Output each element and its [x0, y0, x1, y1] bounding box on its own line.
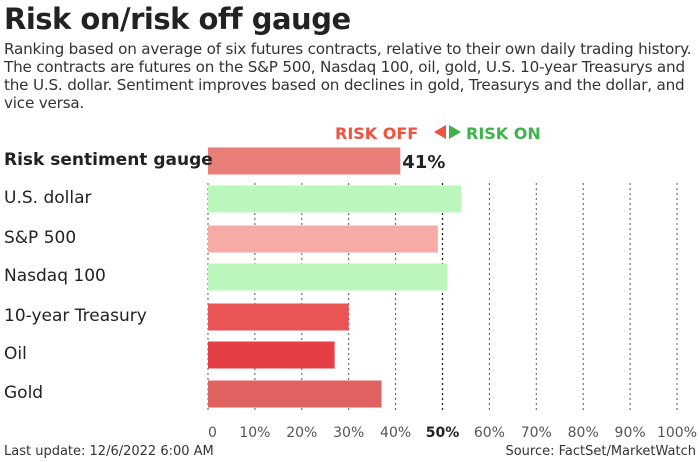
chart-subtitle: Ranking based on average of six futures … — [4, 40, 692, 112]
bar — [208, 303, 349, 331]
last-update: Last update: 12/6/2022 6:00 AM — [4, 444, 214, 459]
bar — [208, 185, 462, 213]
category-label: Risk sentiment gauge — [4, 150, 213, 170]
category-label: Gold — [4, 383, 44, 403]
x-tick-label: 70% — [521, 425, 552, 441]
x-tick-label: 50% — [426, 425, 460, 441]
legend-risk-off: RISK OFF — [335, 124, 419, 143]
x-tick-label: 80% — [568, 425, 599, 441]
legend-risk-on: RISK ON — [466, 124, 541, 143]
category-label: Oil — [4, 344, 27, 364]
bar — [208, 380, 382, 408]
category-label: Nasdaq 100 — [4, 266, 106, 286]
x-tick-label: 40% — [380, 425, 411, 441]
category-label: U.S. dollar — [4, 188, 92, 208]
x-tick-label: 60% — [474, 425, 505, 441]
x-tick-label: 30% — [333, 425, 364, 441]
bar — [208, 263, 448, 291]
bar — [208, 147, 401, 175]
source-note: Source: FactSet/MarketWatch — [505, 444, 696, 459]
x-tick-label: 0 — [208, 425, 217, 441]
triangle-right-icon — [449, 125, 461, 139]
data-label: 41% — [402, 152, 445, 173]
bar — [208, 341, 335, 369]
bar — [208, 225, 438, 253]
triangle-left-icon — [434, 125, 446, 139]
x-tick-label: 10% — [239, 425, 270, 441]
category-label: S&P 500 — [4, 228, 77, 248]
chart-title: Risk on/risk off gauge — [4, 2, 351, 36]
x-tick-label: 90% — [615, 425, 646, 441]
x-tick-label: 100% — [657, 425, 697, 441]
x-tick-label: 20% — [286, 425, 317, 441]
category-label: 10-year Treasury — [4, 306, 147, 326]
